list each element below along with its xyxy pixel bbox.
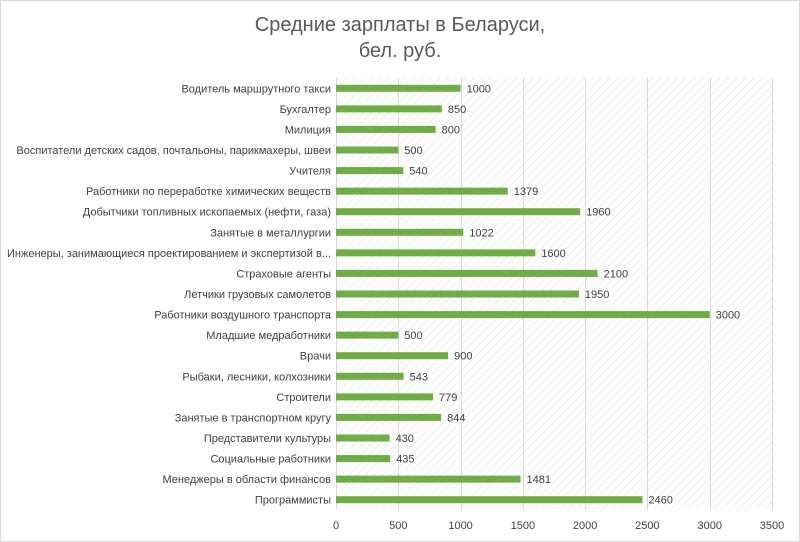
data-label: 1000 — [467, 83, 491, 95]
x-tick-label: 0 — [333, 520, 339, 532]
data-label: 850 — [448, 104, 466, 116]
chart-title-line-2: бел. руб. — [358, 40, 442, 62]
bar — [336, 496, 643, 504]
category-label: Младшие медработники — [206, 330, 331, 342]
x-axis-ticks: 0 500 1000 1500 2000 2500 3000 3500 — [333, 520, 784, 532]
category-label: Занятые в транспортном кругу — [175, 412, 332, 424]
data-label: 800 — [442, 124, 460, 136]
bar — [336, 84, 461, 92]
bar — [336, 393, 434, 401]
data-label: 540 — [409, 166, 427, 178]
category-label: Работники по переработке химических веще… — [86, 186, 331, 198]
data-label: 1022 — [469, 227, 493, 239]
data-label: 1600 — [541, 248, 565, 260]
x-tick-label: 3000 — [697, 520, 721, 532]
category-label: Строители — [276, 392, 331, 404]
bar — [336, 125, 436, 133]
data-label: 543 — [410, 371, 428, 383]
bar — [336, 146, 399, 154]
bar — [336, 105, 442, 113]
category-label: Бухгалтер — [280, 104, 331, 116]
category-label: Учителя — [289, 166, 331, 178]
category-label: Менеджеры в области финансов — [163, 474, 332, 486]
category-label: Работники воздушного транспорта — [154, 310, 332, 322]
data-label: 435 — [396, 454, 414, 466]
category-label: Воспитатели детских садов, почтальоны, п… — [16, 145, 331, 157]
data-label: 779 — [439, 392, 457, 404]
category-label: Водитель маршрутного такси — [181, 83, 331, 95]
chart-title: Средние зарплаты в Беларуси, бел. руб. — [0, 12, 800, 64]
data-label: 3000 — [716, 310, 740, 322]
bar — [336, 434, 390, 442]
data-label: 2460 — [648, 495, 672, 507]
bar — [336, 352, 449, 360]
bar — [336, 475, 521, 483]
category-label: Социальные работники — [210, 454, 331, 466]
category-label: Страховые агенты — [236, 268, 331, 280]
x-tick-label: 2500 — [635, 520, 659, 532]
data-label: 2100 — [604, 268, 628, 280]
bar — [336, 208, 581, 216]
category-label: Занятые в металлургии — [210, 227, 331, 239]
category-label: Летчики грузовых самолетов — [184, 289, 331, 301]
category-label: Врачи — [300, 351, 331, 363]
bar — [336, 455, 391, 463]
category-label: Инженеры, занимающиеся проектированием и… — [7, 248, 331, 260]
data-label: 430 — [396, 433, 414, 445]
x-tick-label: 500 — [389, 520, 407, 532]
x-tick-label: 1000 — [448, 520, 472, 532]
category-labels: Водитель маршрутного такси Бухгалтер Милиц… — [7, 83, 332, 506]
data-label: 844 — [447, 412, 465, 424]
bar — [336, 187, 508, 195]
x-tick-label: 2000 — [573, 520, 597, 532]
bar — [336, 290, 579, 298]
bar — [336, 413, 442, 421]
data-label: 900 — [454, 351, 472, 363]
category-label: Добытчики топливных ископаемых (нефти, г… — [83, 207, 331, 219]
bar — [336, 372, 404, 380]
category-label: Представители культуры — [204, 433, 331, 445]
data-label: 1481 — [526, 474, 550, 486]
data-label: 1379 — [514, 186, 538, 198]
data-label: 1960 — [586, 207, 610, 219]
bar — [336, 311, 710, 319]
bars — [336, 84, 710, 504]
data-label: 1950 — [585, 289, 609, 301]
category-label: Программисты — [255, 495, 331, 507]
x-tick-label: 1500 — [511, 520, 535, 532]
bar — [336, 249, 536, 257]
chart-title-line-1: Средние зарплаты в Беларуси, — [254, 14, 546, 36]
category-label: Рыбаки, лесники, колхозники — [182, 371, 331, 383]
category-label: Милиция — [285, 124, 331, 136]
bar — [336, 228, 464, 236]
data-label: 500 — [404, 145, 422, 157]
bar — [336, 331, 399, 339]
data-label: 500 — [404, 330, 422, 342]
bar — [336, 167, 404, 175]
bar — [336, 269, 598, 277]
x-tick-label: 3500 — [760, 520, 784, 532]
